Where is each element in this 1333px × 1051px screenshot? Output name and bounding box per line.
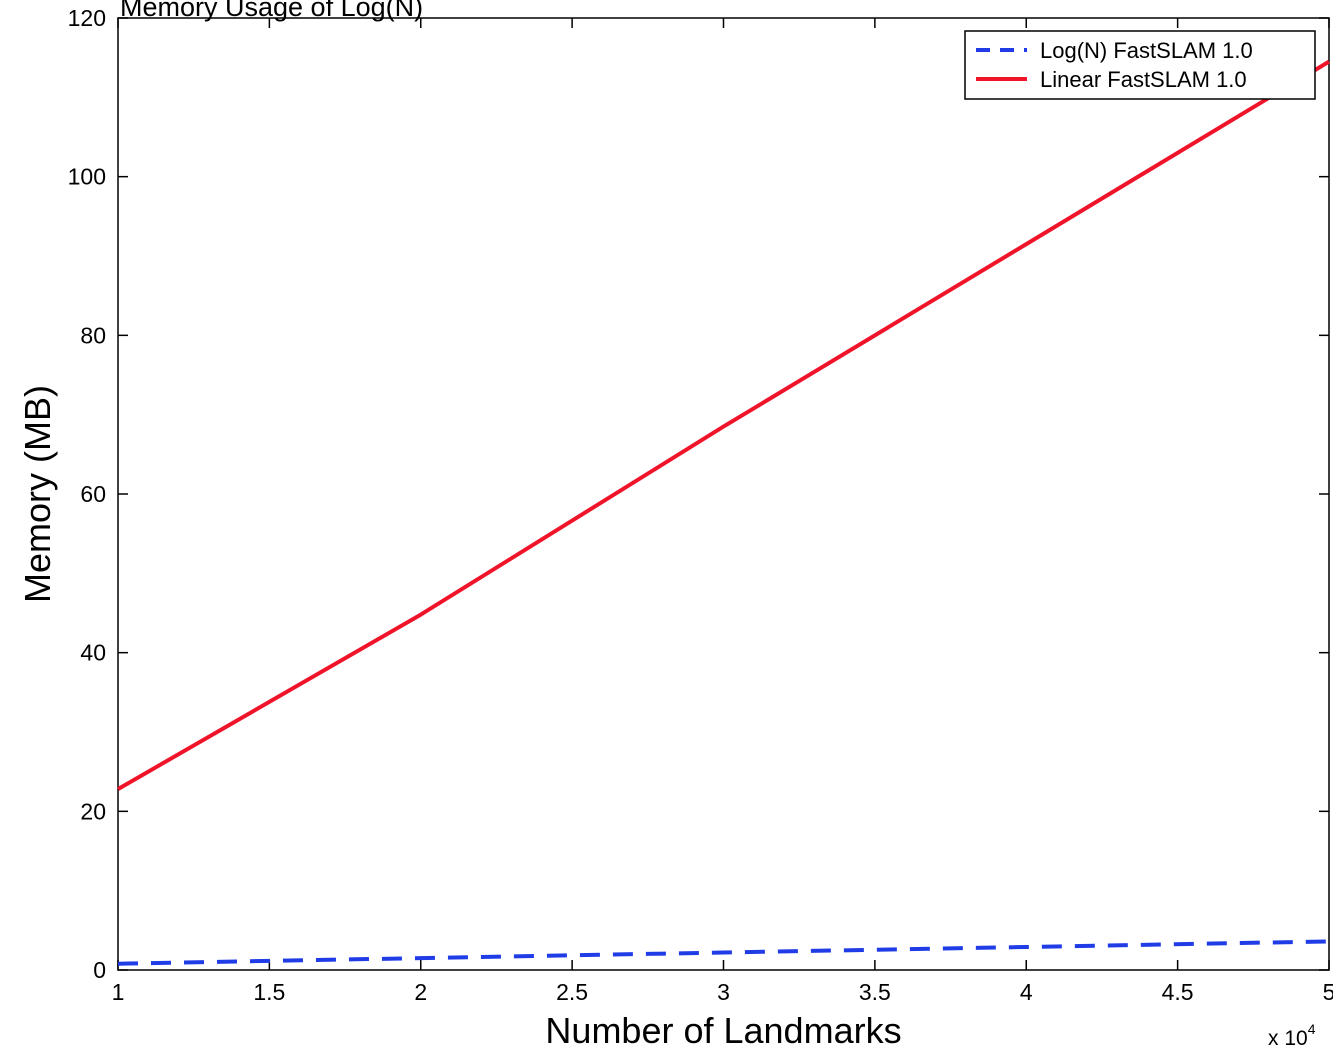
x-tick-labels: 1 1.5 2 2.5 3 3.5 4 4.5 5	[112, 979, 1333, 1005]
series-line	[117, 939, 1330, 966]
y-axis-title: Memory (MB)	[17, 385, 58, 603]
x-tick-label: 3.5	[859, 979, 891, 1005]
chart-title: Memory Usage of Log(N)	[120, 0, 423, 22]
x-tick-label: 2.5	[556, 979, 588, 1005]
legend: Log(N) FastSLAM 1.0 Linear FastSLAM 1.0	[964, 30, 1316, 100]
y-tick-label: 20	[80, 798, 106, 824]
y-tick-label: 80	[80, 322, 106, 348]
y-tick-label: 60	[80, 481, 106, 507]
x-tick-label: 1.5	[253, 979, 285, 1005]
x-tick-label: 2	[414, 979, 427, 1005]
x-tick-label: 4	[1020, 979, 1033, 1005]
x-tick-label: 1	[112, 979, 125, 1005]
y-tick-label: 0	[93, 957, 106, 983]
y-tick-label: 120	[68, 5, 106, 31]
x-tick-label: 3	[717, 979, 730, 1005]
legend-items: Log(N) FastSLAM 1.0 Linear FastSLAM 1.0	[976, 38, 1253, 92]
series-line	[117, 59, 1331, 791]
legend-label: Log(N) FastSLAM 1.0	[1040, 38, 1253, 63]
series-layer	[117, 59, 1331, 966]
x-tick-label: 5	[1323, 979, 1333, 1005]
y-tick-label: 40	[80, 640, 106, 666]
axis-ticks	[117, 17, 1330, 971]
legend-box	[964, 30, 1316, 100]
x-tick-label: 4.5	[1162, 979, 1194, 1005]
x-axis-title: Number of Landmarks	[545, 1010, 901, 1051]
y-tick-label: 100	[68, 164, 106, 190]
x-axis-exponent: x 104	[1268, 1021, 1316, 1050]
y-tick-labels: 0 20 40 60 80 100 120	[68, 5, 106, 983]
x-exponent-base: x 10	[1268, 1027, 1308, 1050]
x-exponent-power: 4	[1308, 1021, 1316, 1037]
legend-label: Linear FastSLAM 1.0	[1040, 67, 1247, 92]
